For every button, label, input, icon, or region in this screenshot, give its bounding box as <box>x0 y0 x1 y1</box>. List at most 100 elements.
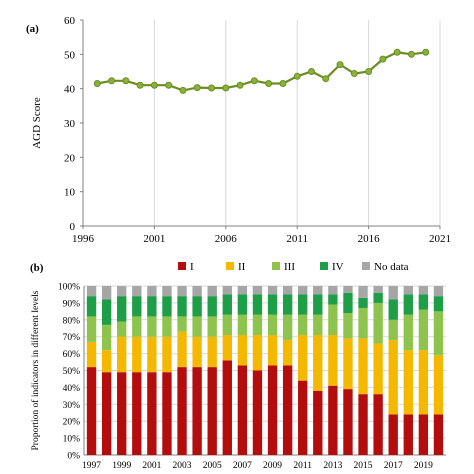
data-point <box>350 70 358 78</box>
data-point <box>365 68 373 75</box>
y-tick-label: 80% <box>63 316 81 326</box>
bar-segment <box>237 286 248 295</box>
x-tick-label: 2007 <box>233 461 252 471</box>
bar-segment <box>298 286 308 295</box>
bar-segment <box>388 286 398 300</box>
y-tick-label: 0 <box>70 221 76 233</box>
data-point <box>136 81 144 89</box>
y-tick-label: 20% <box>63 418 81 428</box>
x-tick-label: 2017 <box>384 461 403 471</box>
bar-segment <box>237 365 248 455</box>
bar-segment <box>177 331 187 368</box>
x-tick-label: 1997 <box>82 461 101 471</box>
series-line <box>97 51 426 92</box>
bar-segment <box>252 314 263 336</box>
bar-segment <box>373 292 383 303</box>
bar-segment <box>388 319 398 341</box>
data-point <box>393 48 401 56</box>
bar-segment <box>222 286 232 295</box>
y-tick-label: 60 <box>64 15 76 27</box>
bar-segment <box>403 414 413 455</box>
bar-segment <box>373 394 383 455</box>
x-tick-label: 2001 <box>142 461 161 471</box>
bar-segment <box>147 316 157 337</box>
bar-segment <box>403 314 413 351</box>
bar-segment <box>177 296 187 317</box>
legend-swatch <box>178 262 186 270</box>
x-tick-label: 2021 <box>429 233 451 245</box>
data-point <box>250 77 258 85</box>
bar-segment <box>267 365 278 455</box>
bar-segment <box>418 350 429 415</box>
x-tick-label: 2011 <box>286 233 308 245</box>
panel-label: (a) <box>26 23 39 35</box>
bar-segment <box>343 292 353 314</box>
data-point <box>193 84 201 92</box>
bar-segment <box>343 338 353 390</box>
bar-segment <box>101 299 112 325</box>
bar-segment <box>358 286 368 298</box>
x-tick-label: 1999 <box>112 461 131 471</box>
bar-segment <box>147 296 157 317</box>
bar-segment <box>313 314 323 336</box>
bar-segment <box>86 341 97 368</box>
legend-label: I <box>190 261 194 273</box>
bar-segment <box>298 294 308 315</box>
y-tick-label: 0% <box>67 452 80 462</box>
bar-segment <box>132 286 142 297</box>
y-tick-label: 100% <box>58 283 80 293</box>
bar-segment <box>207 286 217 297</box>
bar-segment <box>117 286 127 297</box>
bar-segment <box>222 314 232 336</box>
bar-segment <box>237 335 248 366</box>
bar-segment <box>373 343 383 395</box>
bar-segment <box>433 296 444 312</box>
bar-segment <box>252 370 263 455</box>
legend-swatch <box>226 262 234 270</box>
bar-segment <box>117 372 127 455</box>
data-point <box>150 81 158 89</box>
bar-segment <box>192 367 202 455</box>
bar-segment <box>177 316 187 332</box>
bar-segment <box>403 350 413 415</box>
bar-segment <box>177 367 187 455</box>
legend-label: No data <box>374 261 409 273</box>
data-point <box>165 81 173 89</box>
bar-segment <box>373 286 383 293</box>
bar-segment <box>252 294 263 315</box>
data-point <box>108 77 116 85</box>
data-point <box>293 72 301 80</box>
bar-segment <box>252 286 263 295</box>
bar-segment <box>147 372 157 455</box>
bar-segment <box>117 336 127 373</box>
bar-segment <box>418 309 429 351</box>
bar-segment <box>101 286 112 300</box>
panel-a: 0 10 20 30 40 50 60 1996 2001 2006 2011 2016 2021 (a)… <box>26 15 451 245</box>
data-point <box>279 80 287 88</box>
bar-segment <box>343 389 353 455</box>
bar-segment <box>282 286 293 295</box>
bar-segment <box>282 294 293 315</box>
x-tick-label: 2006 <box>215 233 238 245</box>
bar-segment <box>403 294 413 315</box>
bar-segment <box>433 355 444 415</box>
bar-segment <box>207 367 217 455</box>
data-point <box>179 86 187 94</box>
x-tick-label: 2015 <box>354 461 373 471</box>
bar-segment <box>282 365 293 455</box>
bar-segment <box>282 340 293 366</box>
bar-segment <box>86 316 97 342</box>
x-tick-label: 2009 <box>263 461 282 471</box>
bar-segment <box>86 367 97 455</box>
bar-segment <box>162 316 172 337</box>
x-tick-label: 2013 <box>323 461 342 471</box>
bar-segment <box>192 296 202 317</box>
bar-segment <box>237 294 248 315</box>
bar-segment <box>222 294 232 315</box>
bar-segment <box>162 296 172 317</box>
bar-segment <box>252 335 263 371</box>
legend-swatch <box>362 262 370 270</box>
y-tick-label: 30 <box>64 118 76 130</box>
bar-segment <box>388 299 398 320</box>
bar-segment <box>328 385 338 455</box>
